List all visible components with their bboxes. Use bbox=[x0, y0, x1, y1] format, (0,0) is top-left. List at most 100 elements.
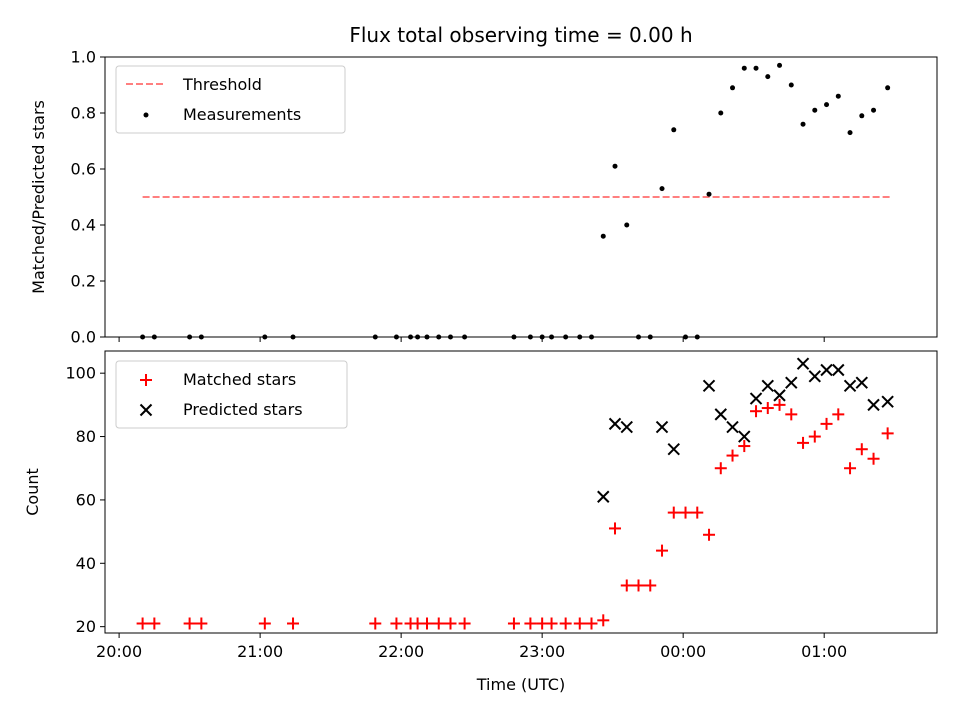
matched-stars-point bbox=[609, 522, 622, 535]
predicted-stars-point-b bbox=[597, 490, 610, 503]
y-tick-label: 100 bbox=[65, 364, 96, 383]
matched-stars-point bbox=[703, 528, 716, 541]
y-tick-label: 40 bbox=[76, 554, 96, 573]
matched-stars-point bbox=[369, 617, 382, 630]
measurements-point bbox=[800, 121, 806, 127]
predicted-stars-point bbox=[832, 363, 845, 377]
matched-stars-point bbox=[844, 462, 857, 475]
predicted-stars-point-b bbox=[608, 417, 622, 431]
measurements-point bbox=[671, 127, 677, 133]
measurements-point bbox=[859, 113, 865, 119]
top-x-ticks bbox=[118, 337, 825, 342]
matched-stars-point bbox=[390, 617, 403, 630]
y-tick-label: 20 bbox=[76, 617, 96, 636]
predicted-stars-point-b bbox=[796, 357, 810, 370]
matched-stars-point bbox=[524, 617, 537, 630]
matched-stars-point bbox=[761, 402, 774, 415]
predicted-stars-point bbox=[773, 389, 786, 402]
matched-stars-point bbox=[644, 579, 657, 592]
matched-stars-point bbox=[136, 617, 149, 630]
matched-stars-point bbox=[691, 506, 704, 519]
measurements-point bbox=[600, 233, 606, 239]
predicted-stars-point-b bbox=[714, 408, 727, 421]
predicted-stars-point bbox=[881, 395, 894, 408]
measurements-point bbox=[612, 163, 618, 169]
x-tick-label: 20:00 bbox=[96, 642, 142, 661]
predicted-stars-point bbox=[726, 420, 739, 434]
predicted-stars-point bbox=[620, 420, 633, 434]
measurements-point bbox=[777, 62, 783, 68]
matched-stars-point bbox=[881, 427, 894, 440]
legend-predicted-swatch bbox=[139, 403, 153, 417]
measurements-point bbox=[718, 110, 724, 116]
predicted-stars-point bbox=[608, 417, 622, 431]
predicted-stars-point-b bbox=[832, 363, 845, 377]
predicted-stars-point-b bbox=[855, 376, 868, 389]
measurements-point bbox=[835, 93, 841, 99]
legend-measurements-swatch bbox=[143, 112, 149, 118]
predicted-stars-point-b bbox=[726, 420, 739, 434]
matched-stars-point bbox=[458, 617, 471, 630]
matched-stars-point bbox=[750, 405, 763, 418]
matched-stars-point bbox=[773, 398, 786, 411]
x-tick-label: 22:00 bbox=[378, 642, 424, 661]
matched-stars-point bbox=[573, 617, 586, 630]
matched-stars-point bbox=[867, 452, 880, 465]
matched-stars-point bbox=[545, 617, 558, 630]
bottom-panel: 20:00 21:00 22:00 23:00 00:00 01:00 20 40 60 80 1… bbox=[23, 350, 938, 661]
matched-stars-point bbox=[714, 462, 727, 475]
matched-stars-point bbox=[820, 417, 833, 430]
matched-stars-point bbox=[287, 617, 300, 630]
y-tick-label: 0.0 bbox=[71, 328, 96, 347]
x-tick-label: 01:00 bbox=[801, 642, 847, 661]
matched-stars-point bbox=[432, 617, 445, 630]
bottom-legend: Matched stars Predicted stars bbox=[115, 360, 348, 429]
matched-stars-point bbox=[444, 617, 457, 630]
top-y-axis-label: Matched/Predicted stars bbox=[29, 100, 48, 294]
matched-stars-point bbox=[597, 614, 610, 627]
predicted-stars-point-b bbox=[881, 395, 894, 408]
measurements-point bbox=[824, 102, 830, 108]
predicted-stars-point bbox=[655, 420, 669, 434]
x-tick-label: 00:00 bbox=[660, 642, 706, 661]
legend-predicted-marker bbox=[139, 403, 153, 417]
predicted-stars-point bbox=[749, 392, 763, 405]
matched-stars-point bbox=[507, 617, 520, 630]
legend-predicted-label: Predicted stars bbox=[183, 400, 303, 419]
measurements-point bbox=[847, 130, 853, 136]
y-tick-label: 1.0 bbox=[71, 48, 96, 67]
measurements-point bbox=[730, 85, 736, 91]
matched-stars-point bbox=[258, 617, 271, 630]
measurements-point bbox=[885, 85, 891, 91]
bottom-marks bbox=[136, 357, 894, 630]
matched-stars-point bbox=[620, 579, 633, 592]
y-tick-label: 0.6 bbox=[71, 160, 96, 179]
matched-stars-point bbox=[808, 430, 821, 443]
predicted-stars-point bbox=[597, 490, 610, 503]
legend-predicted-marker-b bbox=[139, 403, 153, 417]
measurements-point bbox=[753, 65, 759, 71]
measurements-point bbox=[812, 107, 818, 113]
bottom-y-axis-label: Count bbox=[23, 468, 42, 516]
measurements-point bbox=[624, 222, 630, 228]
matched-stars-point bbox=[148, 617, 161, 630]
legend-measurements-label: Measurements bbox=[183, 105, 301, 124]
bottom-x-ticks: 20:00 21:00 22:00 23:00 00:00 01:00 bbox=[96, 633, 847, 661]
matched-stars-point bbox=[832, 408, 845, 421]
predicted-stars-point bbox=[855, 376, 868, 389]
predicted-stars-point bbox=[820, 363, 833, 377]
top-panel: 0.0 0.2 0.4 0.6 0.8 1.0 Matched/Predicted sta… bbox=[29, 48, 938, 347]
predicted-stars-point-b bbox=[655, 420, 669, 434]
predicted-stars-point-b bbox=[702, 379, 716, 393]
predicted-stars-point bbox=[761, 379, 774, 393]
predicted-stars-point-b bbox=[867, 398, 880, 412]
legend-matched-label: Matched stars bbox=[183, 370, 296, 389]
top-axes-frame bbox=[104, 56, 938, 338]
matched-stars-point bbox=[632, 579, 645, 592]
matched-stars-point bbox=[855, 443, 868, 456]
predicted-stars-point bbox=[808, 370, 821, 383]
top-legend-box bbox=[115, 65, 346, 134]
matched-stars-point bbox=[785, 408, 798, 421]
predicted-stars-point-b bbox=[620, 420, 633, 434]
legend-matched-marker bbox=[140, 374, 152, 386]
